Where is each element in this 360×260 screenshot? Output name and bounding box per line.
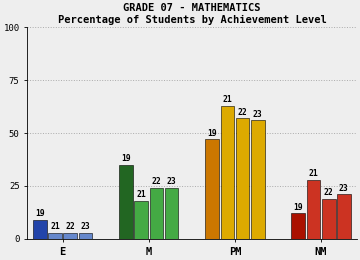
Text: 21: 21 bbox=[50, 222, 60, 231]
Bar bbox=[63, 232, 77, 239]
Text: 23: 23 bbox=[167, 177, 176, 186]
Text: 22: 22 bbox=[152, 177, 161, 186]
Bar bbox=[236, 118, 249, 239]
Bar bbox=[165, 188, 179, 239]
Bar bbox=[48, 232, 62, 239]
Bar bbox=[134, 201, 148, 239]
Text: 19: 19 bbox=[207, 129, 217, 138]
Bar bbox=[33, 220, 47, 239]
Bar bbox=[251, 120, 265, 239]
Bar bbox=[205, 139, 219, 239]
Text: 22: 22 bbox=[66, 222, 75, 231]
Text: 19: 19 bbox=[293, 203, 303, 212]
Bar bbox=[292, 213, 305, 239]
Text: 19: 19 bbox=[121, 154, 131, 163]
Title: GRADE 07 - MATHEMATICS
Percentage of Students by Achievement Level: GRADE 07 - MATHEMATICS Percentage of Stu… bbox=[58, 3, 326, 25]
Bar bbox=[337, 194, 351, 239]
Bar bbox=[322, 199, 336, 239]
Text: 22: 22 bbox=[238, 108, 247, 116]
Bar bbox=[119, 165, 133, 239]
Text: 21: 21 bbox=[136, 190, 146, 199]
Text: 22: 22 bbox=[324, 188, 333, 197]
Text: 23: 23 bbox=[253, 110, 262, 119]
Bar bbox=[78, 232, 92, 239]
Bar bbox=[150, 188, 163, 239]
Text: 21: 21 bbox=[222, 95, 232, 104]
Text: 23: 23 bbox=[81, 222, 90, 231]
Text: 23: 23 bbox=[339, 184, 349, 193]
Text: 21: 21 bbox=[309, 169, 318, 178]
Bar bbox=[307, 180, 320, 239]
Text: 19: 19 bbox=[35, 209, 45, 218]
Bar bbox=[221, 106, 234, 239]
